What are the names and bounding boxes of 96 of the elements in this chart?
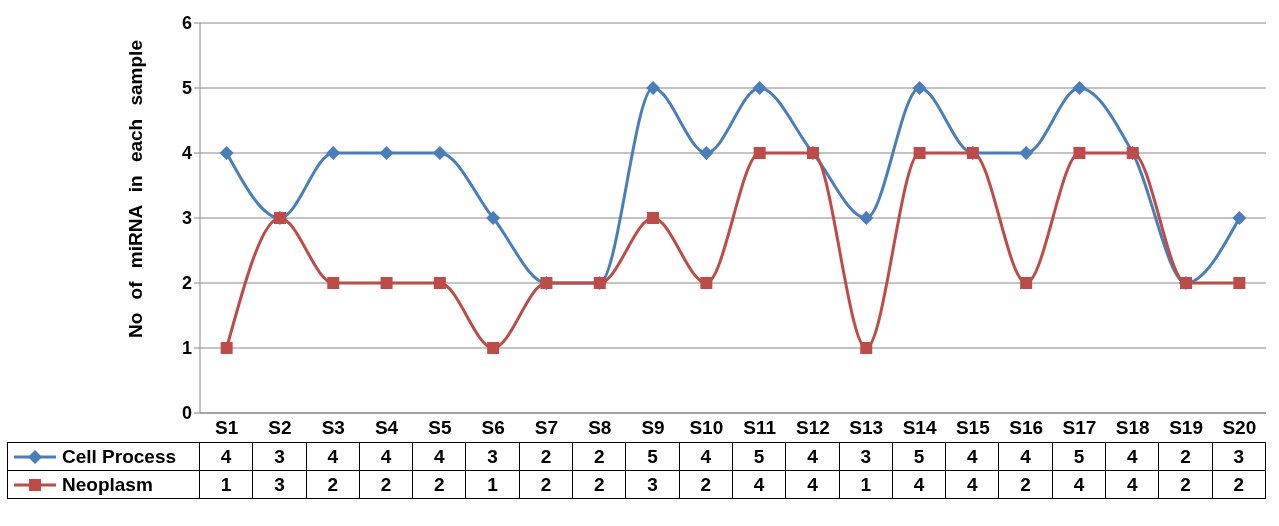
data-label: 2 <box>358 470 414 499</box>
x-tick-label: S14 <box>902 417 937 439</box>
x-tick-label: S19 <box>1169 417 1203 439</box>
y-tick-label: 6 <box>181 13 192 34</box>
y-tick-label: 0 <box>181 403 192 424</box>
point <box>752 81 767 95</box>
data-label: 1 <box>199 470 254 499</box>
data-label: 3 <box>252 442 307 471</box>
data-label: 4 <box>785 470 840 499</box>
legend-label: Neoplasm <box>62 473 153 496</box>
x-tick-label: S5 <box>428 417 452 439</box>
x-tick-label: S1 <box>215 417 239 439</box>
data-label: 4 <box>945 442 1000 471</box>
data-label: 4 <box>199 442 254 471</box>
point <box>220 342 233 354</box>
data-label: 5 <box>625 442 680 471</box>
point <box>432 146 447 160</box>
data-label: 3 <box>838 442 893 471</box>
x-tick-label: S10 <box>689 417 724 439</box>
point <box>700 277 713 289</box>
data-label: 3 <box>1211 442 1266 471</box>
point <box>486 211 501 225</box>
data-label: 1 <box>465 470 520 499</box>
point <box>912 81 927 95</box>
data-label: 1 <box>838 470 893 499</box>
data-label: 5 <box>731 442 787 471</box>
x-tick-label: S11 <box>743 417 777 439</box>
data-label: 4 <box>678 442 733 471</box>
data-label: 2 <box>998 470 1053 499</box>
x-tick-label: S9 <box>641 417 665 439</box>
data-label: 2 <box>305 470 360 499</box>
data-label: 2 <box>518 470 574 499</box>
point <box>647 212 660 224</box>
point <box>646 81 661 95</box>
data-label: 4 <box>891 470 947 499</box>
x-tick-label: S16 <box>1009 417 1044 439</box>
point <box>1072 81 1087 95</box>
point <box>327 277 340 289</box>
data-label: 2 <box>678 470 733 499</box>
y-axis-title: No of miRNA in each sample <box>124 40 146 338</box>
legend-label: Cell Process <box>62 445 177 468</box>
data-label: 2 <box>1158 470 1213 499</box>
y-tick-label: 5 <box>181 78 192 99</box>
data-label: 4 <box>412 442 467 471</box>
point <box>1233 277 1246 289</box>
x-tick-label: S17 <box>1062 417 1097 439</box>
data-label: 3 <box>465 442 520 471</box>
point <box>379 146 394 160</box>
data-label: 3 <box>252 470 307 499</box>
data-label: 5 <box>1051 442 1107 471</box>
data-label: 2 <box>1211 470 1266 499</box>
y-tick-label: 1 <box>181 338 192 359</box>
x-tick-label: S7 <box>534 417 559 439</box>
data-label: 4 <box>731 470 787 499</box>
data-label: 4 <box>1051 470 1107 499</box>
point <box>913 147 926 159</box>
x-tick-label: S6 <box>481 417 505 439</box>
data-label: 4 <box>785 442 840 471</box>
point <box>1073 147 1086 159</box>
data-label: 4 <box>1105 442 1160 471</box>
data-label: 2 <box>572 442 627 471</box>
y-tick-label: 3 <box>181 208 192 229</box>
point <box>1232 211 1247 225</box>
data-label: 4 <box>358 442 414 471</box>
data-label: 4 <box>1105 470 1160 499</box>
data-label: 2 <box>412 470 467 499</box>
point <box>699 146 714 160</box>
data-label: 5 <box>891 442 947 471</box>
x-tick-label: S12 <box>796 417 830 439</box>
point <box>380 277 393 289</box>
data-label: 4 <box>945 470 1000 499</box>
data-label: 4 <box>305 442 360 471</box>
x-tick-label: S3 <box>321 417 345 439</box>
x-tick-label: S8 <box>588 417 612 439</box>
point <box>753 147 766 159</box>
data-label: 2 <box>518 442 574 471</box>
x-tick-label: S4 <box>374 417 399 439</box>
point <box>859 211 874 225</box>
x-tick-label: S15 <box>955 417 991 439</box>
x-tick-label: S2 <box>268 417 292 439</box>
point <box>326 146 341 160</box>
data-label: 2 <box>572 470 627 499</box>
point <box>219 146 234 160</box>
y-tick-label: 2 <box>181 273 192 294</box>
data-label: 2 <box>1158 442 1213 471</box>
data-label: 4 <box>998 442 1053 471</box>
point <box>860 342 873 354</box>
point <box>1019 146 1034 160</box>
data-label: 3 <box>625 470 680 499</box>
y-tick-label: 4 <box>181 143 192 164</box>
x-tick-label: S20 <box>1222 417 1257 439</box>
x-tick-label: S18 <box>1115 417 1150 439</box>
x-tick-label: S13 <box>849 417 884 439</box>
point <box>1020 277 1033 289</box>
point <box>487 342 500 354</box>
point <box>433 277 446 289</box>
